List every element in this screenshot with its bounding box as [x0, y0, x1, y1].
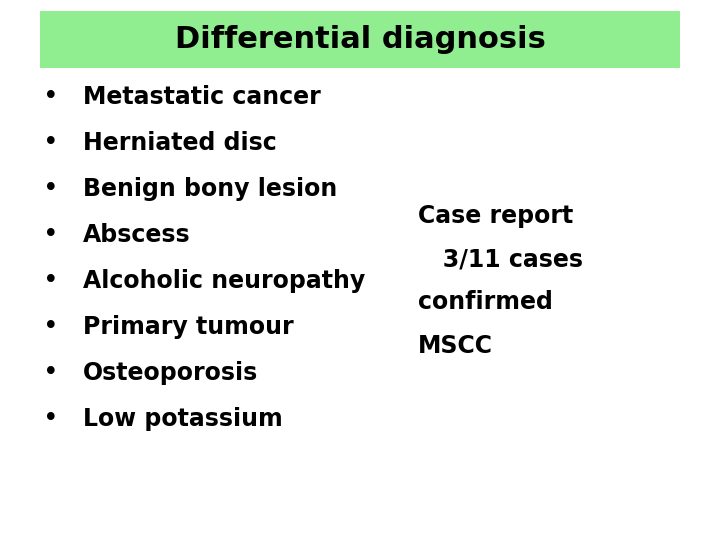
Text: •: •	[42, 268, 58, 294]
Text: Differential diagnosis: Differential diagnosis	[174, 25, 546, 53]
Text: Abscess: Abscess	[83, 223, 190, 247]
FancyBboxPatch shape	[40, 11, 680, 68]
Text: •: •	[42, 222, 58, 248]
Text: Case report: Case report	[418, 204, 573, 228]
Text: MSCC: MSCC	[418, 334, 492, 357]
Text: •: •	[42, 84, 58, 110]
Text: Metastatic cancer: Metastatic cancer	[83, 85, 320, 109]
Text: •: •	[42, 406, 58, 431]
Text: •: •	[42, 360, 58, 386]
Text: confirmed: confirmed	[418, 291, 552, 314]
Text: •: •	[42, 176, 58, 202]
Text: •: •	[42, 314, 58, 340]
Text: Alcoholic neuropathy: Alcoholic neuropathy	[83, 269, 365, 293]
Text: 3/11 cases: 3/11 cases	[418, 247, 582, 271]
Text: Herniated disc: Herniated disc	[83, 131, 276, 155]
Text: •: •	[42, 130, 58, 156]
Text: Low potassium: Low potassium	[83, 407, 282, 430]
Text: Primary tumour: Primary tumour	[83, 315, 294, 339]
Text: Osteoporosis: Osteoporosis	[83, 361, 258, 384]
Text: Benign bony lesion: Benign bony lesion	[83, 177, 337, 201]
